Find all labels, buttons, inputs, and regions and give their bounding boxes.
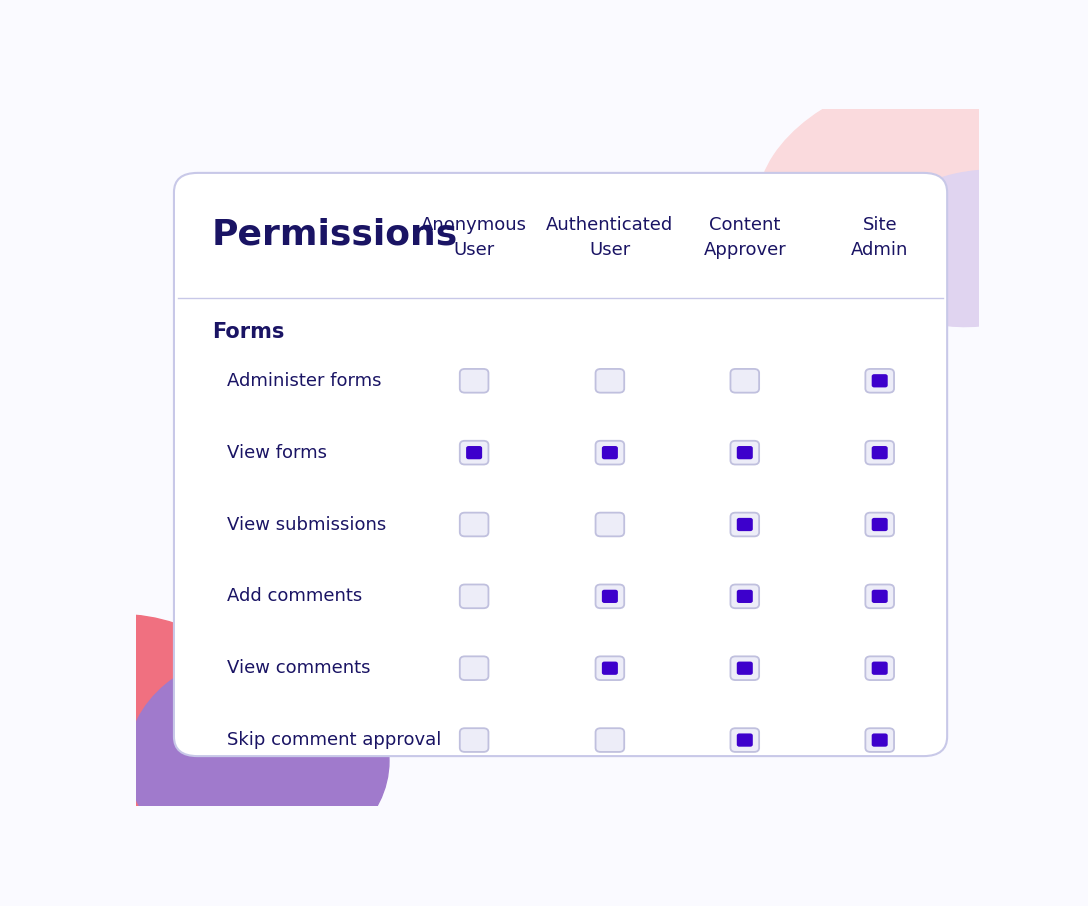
FancyBboxPatch shape — [737, 446, 753, 459]
FancyBboxPatch shape — [871, 734, 888, 747]
FancyBboxPatch shape — [871, 661, 888, 675]
Text: Anonymous
User: Anonymous User — [421, 217, 527, 259]
FancyBboxPatch shape — [595, 513, 625, 536]
Circle shape — [127, 653, 390, 869]
FancyBboxPatch shape — [865, 728, 894, 752]
FancyBboxPatch shape — [737, 518, 753, 531]
FancyBboxPatch shape — [460, 441, 489, 465]
FancyBboxPatch shape — [737, 734, 753, 747]
Text: Site
Admin: Site Admin — [851, 217, 908, 259]
FancyBboxPatch shape — [730, 513, 759, 536]
FancyBboxPatch shape — [174, 173, 948, 757]
Text: Administer forms: Administer forms — [227, 371, 382, 390]
FancyBboxPatch shape — [602, 590, 618, 603]
FancyBboxPatch shape — [602, 446, 618, 459]
FancyBboxPatch shape — [595, 656, 625, 680]
Text: View comments: View comments — [227, 660, 371, 677]
FancyBboxPatch shape — [865, 513, 894, 536]
FancyBboxPatch shape — [595, 369, 625, 392]
FancyBboxPatch shape — [460, 369, 489, 392]
FancyBboxPatch shape — [865, 584, 894, 608]
FancyBboxPatch shape — [730, 656, 759, 680]
Circle shape — [0, 614, 267, 859]
FancyBboxPatch shape — [460, 656, 489, 680]
FancyBboxPatch shape — [865, 441, 894, 465]
Text: View forms: View forms — [227, 444, 327, 462]
Text: Add comments: Add comments — [227, 587, 362, 605]
Text: Forms: Forms — [212, 322, 284, 342]
FancyBboxPatch shape — [737, 661, 753, 675]
FancyBboxPatch shape — [730, 441, 759, 465]
FancyBboxPatch shape — [871, 590, 888, 603]
FancyBboxPatch shape — [871, 446, 888, 459]
FancyBboxPatch shape — [737, 590, 753, 603]
FancyBboxPatch shape — [595, 584, 625, 608]
FancyBboxPatch shape — [730, 369, 759, 392]
FancyBboxPatch shape — [602, 661, 618, 675]
Text: Skip comment approval: Skip comment approval — [227, 731, 442, 749]
FancyBboxPatch shape — [460, 728, 489, 752]
FancyBboxPatch shape — [595, 728, 625, 752]
Text: Content
Approver: Content Approver — [704, 217, 787, 259]
FancyBboxPatch shape — [865, 656, 894, 680]
Text: View submissions: View submissions — [227, 516, 386, 534]
FancyBboxPatch shape — [595, 441, 625, 465]
Text: Permissions: Permissions — [212, 217, 458, 251]
Ellipse shape — [758, 73, 1065, 284]
FancyBboxPatch shape — [466, 446, 482, 459]
FancyBboxPatch shape — [460, 584, 489, 608]
Text: Authenticated
User: Authenticated User — [546, 217, 673, 259]
FancyBboxPatch shape — [460, 513, 489, 536]
FancyBboxPatch shape — [871, 374, 888, 388]
FancyBboxPatch shape — [730, 584, 759, 608]
Ellipse shape — [863, 170, 1088, 326]
FancyBboxPatch shape — [865, 369, 894, 392]
FancyBboxPatch shape — [871, 518, 888, 531]
FancyBboxPatch shape — [730, 728, 759, 752]
